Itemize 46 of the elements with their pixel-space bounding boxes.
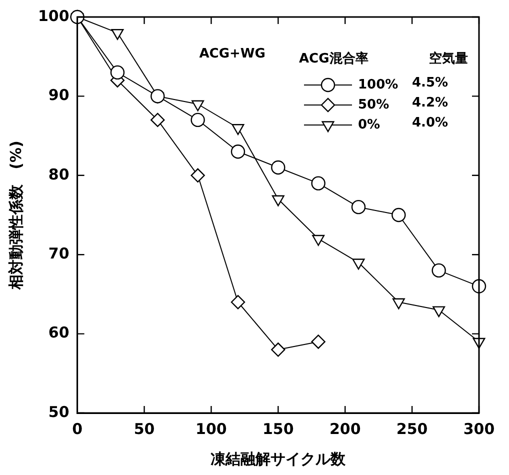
point	[392, 208, 406, 222]
point	[192, 100, 204, 112]
annotation: 4.5%	[412, 75, 448, 90]
x-tick-label: 300	[463, 420, 495, 438]
y-tick-label: 70	[48, 244, 70, 262]
point	[432, 263, 446, 278]
legend-title: ACG混合率	[299, 50, 368, 66]
y-tick-label: 90	[48, 86, 70, 104]
x-tick-label: 0	[72, 420, 83, 438]
x-axis-title: 凍結融解サイクル数	[210, 450, 347, 468]
x-tick-label: 200	[329, 420, 361, 438]
legend-label: 50%	[358, 97, 390, 112]
point	[392, 298, 405, 310]
y-tick-label: 60	[48, 324, 70, 342]
y-tick-label: 100	[38, 6, 70, 25]
x-tick-label: 50	[134, 420, 155, 438]
x-tick-label: 100	[196, 420, 227, 438]
point	[232, 124, 244, 135]
point	[272, 195, 284, 206]
point	[271, 160, 286, 175]
point	[312, 234, 325, 246]
point	[190, 168, 205, 182]
y-tick-label: 80	[48, 165, 70, 184]
y-axis-title: 相対動弾性係数 (%)	[6, 140, 25, 290]
point	[150, 89, 165, 104]
point	[110, 65, 125, 80]
legend-label: 100%	[358, 77, 398, 92]
x-tick-label: 150	[262, 420, 294, 438]
point	[311, 176, 326, 190]
point	[271, 342, 286, 357]
point	[111, 28, 124, 40]
point	[351, 200, 366, 214]
y-tick-label: 50	[48, 402, 70, 421]
annotation: 4.0%	[412, 115, 448, 130]
point	[230, 295, 246, 310]
point	[432, 306, 446, 318]
point	[311, 334, 326, 349]
legend-label: 0%	[358, 117, 380, 132]
point	[150, 112, 165, 128]
point	[190, 112, 205, 128]
annotation: ACG+WG	[199, 46, 266, 62]
x-tick-label: 250	[396, 420, 428, 438]
annotation: 4.2%	[412, 95, 448, 110]
annotation: 空気量	[429, 50, 468, 66]
point	[352, 258, 365, 270]
point	[230, 144, 246, 159]
